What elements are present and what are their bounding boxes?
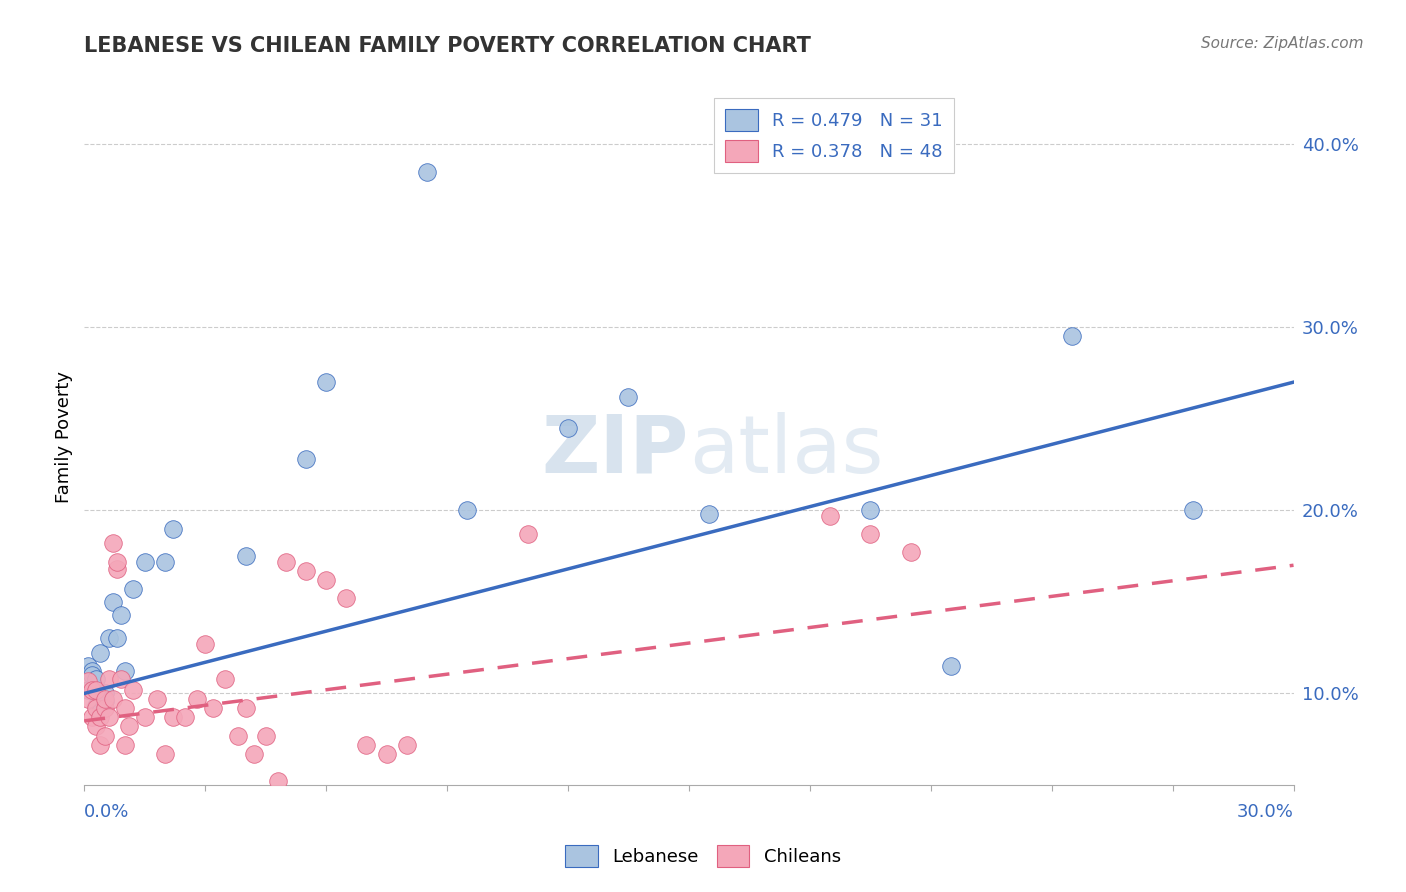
- Point: [818, 508, 841, 523]
- Point: [267, 774, 290, 789]
- Point: [77, 692, 100, 706]
- Point: [375, 747, 398, 761]
- Point: [93, 692, 115, 706]
- Point: [617, 390, 640, 404]
- Point: [114, 738, 136, 752]
- Point: [93, 729, 115, 743]
- Point: [77, 659, 100, 673]
- Y-axis label: Family Poverty: Family Poverty: [55, 371, 73, 503]
- Point: [118, 719, 141, 733]
- Text: 30.0%: 30.0%: [1237, 803, 1294, 821]
- Point: [134, 555, 156, 569]
- Point: [146, 692, 169, 706]
- Point: [859, 503, 882, 517]
- Point: [82, 668, 104, 682]
- Point: [456, 503, 478, 517]
- Point: [97, 710, 120, 724]
- Text: atlas: atlas: [689, 412, 883, 490]
- Point: [89, 705, 111, 719]
- Point: [939, 659, 962, 673]
- Point: [97, 672, 120, 686]
- Point: [557, 421, 579, 435]
- Point: [254, 729, 277, 743]
- Point: [315, 375, 337, 389]
- Point: [235, 701, 257, 715]
- Point: [86, 719, 108, 733]
- Point: [153, 747, 176, 761]
- Point: [235, 549, 257, 563]
- Point: [101, 595, 124, 609]
- Point: [114, 665, 136, 679]
- Point: [82, 665, 104, 679]
- Point: [134, 710, 156, 724]
- Point: [89, 710, 111, 724]
- Point: [86, 699, 108, 714]
- Point: [859, 527, 882, 541]
- Point: [121, 582, 143, 596]
- Point: [174, 710, 197, 724]
- Point: [93, 701, 115, 715]
- Point: [97, 632, 120, 646]
- Point: [105, 555, 128, 569]
- Point: [110, 672, 132, 686]
- Point: [114, 701, 136, 715]
- Point: [274, 555, 297, 569]
- Text: Source: ZipAtlas.com: Source: ZipAtlas.com: [1201, 36, 1364, 51]
- Point: [162, 710, 184, 724]
- Point: [202, 701, 225, 715]
- Point: [194, 637, 217, 651]
- Point: [900, 545, 922, 559]
- Point: [226, 729, 249, 743]
- Point: [82, 710, 104, 724]
- Point: [416, 164, 439, 178]
- Legend: Lebanese, Chileans: Lebanese, Chileans: [558, 838, 848, 874]
- Point: [89, 646, 111, 660]
- Point: [77, 682, 100, 697]
- Text: LEBANESE VS CHILEAN FAMILY POVERTY CORRELATION CHART: LEBANESE VS CHILEAN FAMILY POVERTY CORRE…: [84, 36, 811, 55]
- Point: [110, 607, 132, 622]
- Point: [214, 672, 236, 686]
- Point: [697, 507, 720, 521]
- Point: [153, 555, 176, 569]
- Point: [315, 573, 337, 587]
- Point: [1060, 329, 1083, 343]
- Point: [356, 738, 378, 752]
- Point: [295, 564, 318, 578]
- Point: [101, 692, 124, 706]
- Point: [86, 682, 108, 697]
- Point: [89, 738, 111, 752]
- Point: [93, 686, 115, 700]
- Point: [186, 692, 208, 706]
- Point: [1181, 503, 1204, 517]
- Point: [295, 452, 318, 467]
- Point: [93, 694, 115, 708]
- Point: [162, 522, 184, 536]
- Point: [335, 591, 357, 606]
- Point: [242, 747, 264, 761]
- Point: [101, 536, 124, 550]
- Point: [86, 701, 108, 715]
- Point: [86, 672, 108, 686]
- Point: [77, 673, 100, 688]
- Point: [105, 632, 128, 646]
- Point: [82, 682, 104, 697]
- Text: ZIP: ZIP: [541, 412, 689, 490]
- Legend: R = 0.479   N = 31, R = 0.378   N = 48: R = 0.479 N = 31, R = 0.378 N = 48: [714, 98, 953, 173]
- Point: [395, 738, 418, 752]
- Point: [121, 682, 143, 697]
- Point: [516, 527, 538, 541]
- Text: 0.0%: 0.0%: [84, 803, 129, 821]
- Point: [105, 562, 128, 576]
